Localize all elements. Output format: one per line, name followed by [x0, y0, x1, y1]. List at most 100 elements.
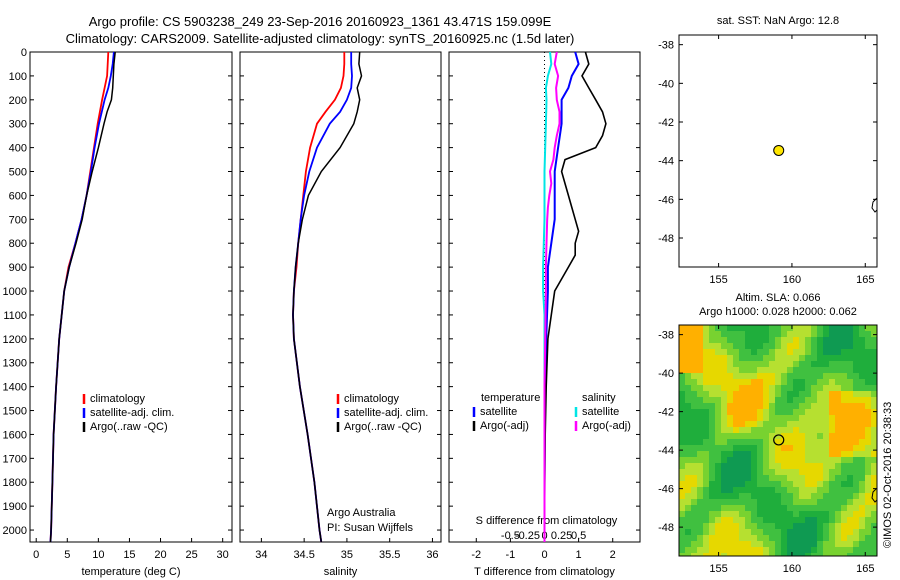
sla-heatmap-cell — [781, 403, 787, 409]
sla-heatmap-cell — [817, 367, 823, 373]
sla-heatmap-cell — [697, 439, 703, 445]
sla-heatmap-cell — [757, 553, 763, 556]
sla-heatmap-cell — [691, 379, 697, 385]
sla-heatmap-cell — [835, 427, 841, 433]
sla-heatmap-cell — [769, 511, 775, 517]
sla-heatmap-cell — [781, 421, 787, 427]
sla-heatmap-cell — [703, 379, 709, 385]
sla-heatmap-cell — [817, 493, 823, 499]
sla-heatmap-cell — [769, 487, 775, 493]
sla-heatmap-cell — [865, 391, 871, 397]
sla-heatmap-cell — [697, 421, 703, 427]
sla-heatmap-cell — [769, 433, 775, 439]
sla-heatmap-cell — [775, 433, 781, 439]
difference-top-x-tick-label: -0.5 — [501, 530, 520, 542]
sla-heatmap-cell — [859, 337, 865, 343]
sla-heatmap-cell — [805, 481, 811, 487]
sla-heatmap-cell — [679, 535, 685, 541]
sla-heatmap-cell — [841, 457, 847, 463]
sla-heatmap-cell — [727, 433, 733, 439]
sla-heatmap-cell — [799, 481, 805, 487]
sla-heatmap-cell — [733, 511, 739, 517]
sla-heatmap-cell — [871, 355, 877, 361]
sla-heatmap-cell — [739, 445, 745, 451]
sla-heatmap-cell — [865, 331, 871, 337]
sla-heatmap-cell — [721, 451, 727, 457]
sla-heatmap-cell — [775, 457, 781, 463]
sla-heatmap-cell — [859, 349, 865, 355]
sla-heatmap-cell — [691, 349, 697, 355]
sla-heatmap-cell — [703, 487, 709, 493]
sla-heatmap-cell — [793, 379, 799, 385]
sla-heatmap-cell — [829, 457, 835, 463]
temperature-x-tick-label: 20 — [154, 549, 166, 561]
sla-heatmap-cell — [853, 421, 859, 427]
salinity-plot-frame — [239, 51, 442, 543]
sla-heatmap-cell — [721, 397, 727, 403]
sla-heatmap-cell — [745, 379, 751, 385]
sla-heatmap-cell — [823, 535, 829, 541]
sla-heatmap-cell — [859, 529, 865, 535]
sla-heatmap-cell — [697, 337, 703, 343]
sla-heatmap-cell — [817, 397, 823, 403]
sla-heatmap-cell — [811, 403, 817, 409]
salinity-legend-argo-label: Argo(..raw -QC) — [344, 421, 422, 433]
sla-heatmap-cell — [685, 451, 691, 457]
sla-heatmap-cell — [871, 331, 877, 337]
sla-heatmap-cell — [871, 499, 877, 505]
sla-heatmap-cell — [817, 463, 823, 469]
sla-heatmap-cell — [805, 379, 811, 385]
sla-heatmap-cell — [811, 457, 817, 463]
sla-heatmap-cell — [847, 457, 853, 463]
sla-heatmap-cell — [679, 517, 685, 523]
sla-heatmap-cell — [829, 463, 835, 469]
difference-legend-s-satellite-label: satellite — [582, 406, 619, 418]
sla-heatmap-cell — [835, 517, 841, 523]
sla-heatmap-cell — [727, 529, 733, 535]
sla-heatmap-cell — [685, 415, 691, 421]
sla-heatmap-cell — [847, 511, 853, 517]
sla-heatmap-cell — [769, 535, 775, 541]
sla-heatmap-cell — [769, 523, 775, 529]
sla-heatmap-cell — [781, 367, 787, 373]
sla-heatmap-cell — [847, 343, 853, 349]
sla-heatmap-cell — [721, 457, 727, 463]
sla-heatmap-cell — [871, 415, 877, 421]
depth-tick-label: 1500 — [3, 406, 27, 418]
sla-heatmap-cell — [757, 481, 763, 487]
sla-heatmap-cell — [775, 493, 781, 499]
sla-heatmap-cell — [775, 439, 781, 445]
sla-heatmap-cell — [691, 487, 697, 493]
sla-heatmap-cell — [871, 343, 877, 349]
sla-heatmap-cell — [715, 337, 721, 343]
sla-heatmap-cell — [733, 331, 739, 337]
sla-heatmap-cell — [859, 355, 865, 361]
sla-heatmap-cell — [715, 547, 721, 553]
sla-heatmap-cell — [685, 505, 691, 511]
sla-heatmap-cell — [787, 487, 793, 493]
sla-heatmap-cell — [799, 349, 805, 355]
sla-heatmap-cell — [817, 415, 823, 421]
sla-heatmap-cell — [823, 403, 829, 409]
sla-heatmap-cell — [763, 409, 769, 415]
sla-heatmap-cell — [745, 487, 751, 493]
sla-heatmap-cell — [865, 481, 871, 487]
sla-heatmap-cell — [745, 427, 751, 433]
sla-heatmap-cell — [769, 343, 775, 349]
sla-heatmap-cell — [835, 445, 841, 451]
sla-heatmap-cell — [751, 379, 757, 385]
sla-heatmap-cell — [781, 379, 787, 385]
sla-heatmap-cell — [697, 385, 703, 391]
sla-heatmap-cell — [871, 379, 877, 385]
sst-map-x-tick-label: 155 — [709, 274, 727, 286]
sla-heatmap-cell — [823, 481, 829, 487]
sla-heatmap-cell — [823, 493, 829, 499]
sla-heatmap-cell — [691, 403, 697, 409]
sla-map-title-line2: Argo h1000: 0.028 h2000: 0.062 — [699, 306, 857, 318]
sla-heatmap-cell — [727, 481, 733, 487]
sla-heatmap-cell — [769, 361, 775, 367]
sla-heatmap-cell — [745, 475, 751, 481]
sla-heatmap-cell — [715, 517, 721, 523]
sla-heatmap-cell — [679, 529, 685, 535]
sla-heatmap-cell — [691, 421, 697, 427]
